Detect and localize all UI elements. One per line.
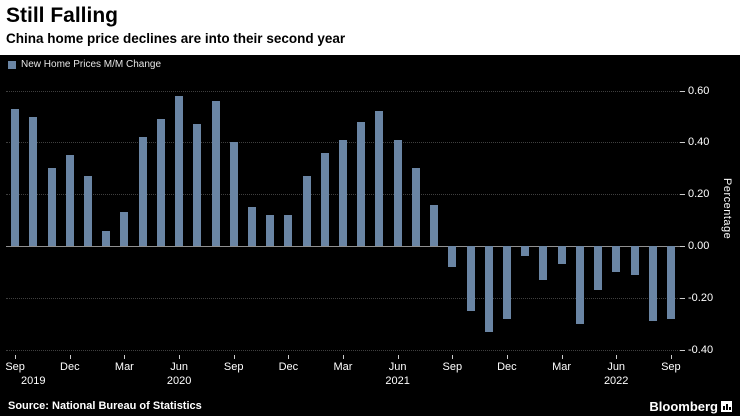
bar-aug-2021 — [430, 204, 439, 247]
y-tick-label: 0.40 — [688, 136, 710, 149]
bar-jul-2020 — [193, 124, 202, 247]
bar-apr-2020 — [138, 137, 147, 247]
bloomberg-logo: Bloomberg — [649, 399, 732, 414]
legend-label: New Home Prices M/M Change — [21, 59, 162, 70]
bar-jun-2020 — [175, 95, 184, 247]
y-axis-tick — [680, 246, 685, 248]
x-tick-label: Dec — [60, 361, 80, 373]
bar-oct-2020 — [247, 207, 256, 247]
y-axis-tick — [680, 90, 685, 92]
chart-title: Still Falling — [6, 4, 119, 27]
y-tick-label: -0.20 — [688, 292, 714, 304]
gridline — [6, 90, 680, 92]
x-axis-tick — [561, 355, 563, 359]
x-axis-tick — [179, 355, 181, 359]
bloomberg-chart-mark-icon — [721, 400, 732, 412]
gridline — [6, 349, 680, 351]
bar-nov-2021 — [484, 246, 493, 332]
bar-may-2020 — [156, 119, 165, 247]
bar-sep-2021 — [448, 246, 457, 267]
bar-nov-2019 — [47, 168, 56, 247]
bar-jul-2021 — [411, 168, 420, 247]
x-tick-label: Mar — [333, 361, 353, 373]
y-tick-label: 0.20 — [688, 188, 710, 201]
x-axis-tick — [124, 355, 126, 359]
bar-apr-2021 — [357, 121, 366, 247]
x-axis-tick — [506, 355, 508, 359]
bar-aug-2020 — [211, 100, 220, 247]
year-label-2019: 2019 — [21, 375, 46, 387]
x-axis-tick — [288, 355, 290, 359]
bar-mar-2020 — [120, 212, 129, 247]
y-axis-tick — [680, 349, 685, 351]
x-axis-tick — [233, 355, 235, 359]
zero-gridline — [6, 246, 680, 248]
x-tick-label: Sep — [661, 361, 681, 373]
gridline — [6, 298, 680, 299]
bar-dec-2019 — [65, 155, 74, 247]
x-tick-label: Jun — [388, 361, 407, 373]
chart-area: New Home Prices M/M Change Percentage 0.… — [0, 55, 740, 396]
bar-apr-2022 — [575, 246, 584, 324]
bar-mar-2022 — [557, 246, 566, 265]
bar-aug-2022 — [648, 246, 657, 322]
chart-footer: Source: National Bureau of Statistics Bl… — [0, 396, 740, 416]
year-label-2021: 2021 — [385, 375, 410, 387]
bar-jun-2021 — [393, 139, 402, 247]
bar-mar-2021 — [339, 139, 347, 247]
chart-header: Still Falling China home price declines … — [0, 0, 740, 55]
x-tick-label: Mar — [114, 361, 134, 373]
bar-nov-2020 — [266, 215, 275, 247]
x-tick-label: Jun — [170, 361, 188, 373]
bar-jan-2022 — [521, 246, 530, 257]
bloomberg-wordmark: Bloomberg — [649, 398, 718, 414]
bar-dec-2021 — [502, 246, 511, 319]
bar-oct-2021 — [466, 246, 475, 311]
legend: New Home Prices M/M Change — [8, 59, 161, 70]
x-tick-label: Jun — [607, 361, 626, 373]
bar-may-2022 — [594, 246, 602, 291]
y-axis-tick — [680, 142, 685, 144]
plot-area — [6, 75, 680, 355]
bar-feb-2020 — [102, 230, 111, 247]
y-axis-tick — [680, 194, 685, 196]
y-axis-tick — [680, 298, 685, 299]
bar-sep-2019 — [11, 108, 20, 247]
bar-jan-2021 — [302, 176, 311, 247]
bar-jan-2020 — [84, 176, 92, 247]
bar-jul-2022 — [630, 246, 639, 275]
bar-jun-2022 — [612, 246, 621, 272]
y-tick-label: 0.00 — [688, 240, 710, 253]
bar-sep-2020 — [229, 142, 238, 247]
year-label-2020: 2020 — [166, 375, 192, 387]
x-axis-tick — [15, 355, 17, 359]
bar-feb-2022 — [539, 246, 548, 280]
y-tick-label: -0.40 — [688, 343, 714, 356]
legend-swatch-icon — [8, 60, 16, 69]
x-tick-label: Sep — [223, 361, 244, 373]
year-label-2022: 2022 — [603, 375, 629, 387]
bar-may-2021 — [375, 111, 384, 247]
x-axis-tick — [616, 355, 618, 359]
x-axis-tick — [69, 355, 71, 359]
x-tick-label: Sep — [5, 361, 25, 373]
x-axis-tick — [452, 355, 454, 359]
y-tick-label: 0.60 — [688, 84, 710, 97]
x-tick-label: Dec — [497, 361, 517, 373]
bar-sep-2022 — [666, 246, 675, 319]
y-axis-title: Percentage — [721, 178, 733, 240]
x-axis-tick — [670, 355, 672, 359]
bar-oct-2019 — [29, 116, 38, 247]
x-axis-tick — [397, 355, 399, 359]
x-axis-tick — [343, 355, 344, 359]
bar-dec-2020 — [284, 215, 293, 247]
x-tick-label: Mar — [552, 361, 572, 373]
chart-subtitle: China home price declines are into their… — [6, 31, 346, 47]
x-tick-label: Dec — [278, 361, 299, 373]
source-text: Source: National Bureau of Statistics — [8, 400, 202, 412]
x-tick-label: Sep — [442, 361, 463, 373]
bar-feb-2021 — [320, 152, 329, 247]
